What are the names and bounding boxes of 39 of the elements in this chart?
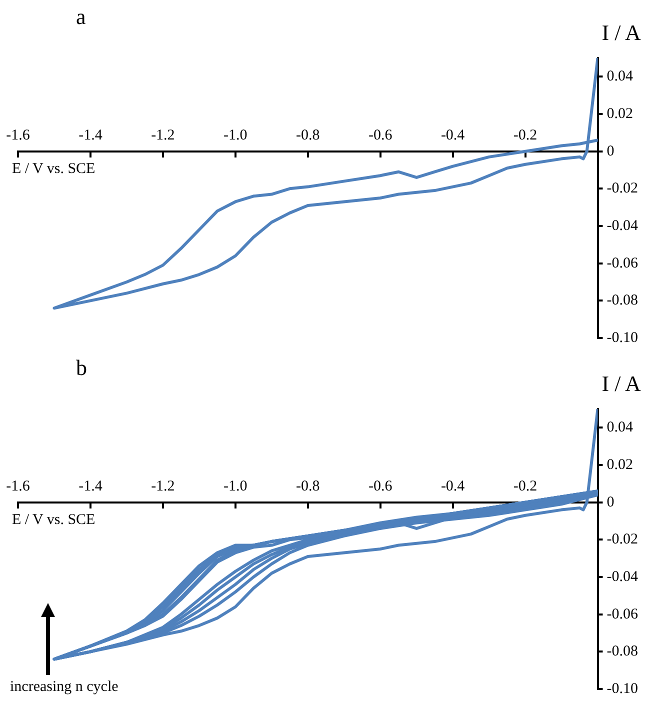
x-tick-label: -1.2 (151, 127, 175, 144)
y-axis-title: I / A (602, 371, 641, 397)
y-tick-label: 0.02 (606, 106, 634, 122)
y-tick-label: 0.04 (606, 420, 634, 436)
x-tick-label: -0.8 (296, 127, 320, 144)
x-tick-label: -1.0 (224, 478, 248, 494)
annotation: increasing n cycle (10, 679, 118, 696)
x-tick-label: -1.6 (6, 127, 30, 144)
x-tick-label: -1.4 (78, 127, 103, 144)
chart-title: b (76, 355, 87, 381)
y-tick-label: 0.04 (606, 68, 634, 85)
y-tick-label: -0.04 (606, 218, 638, 234)
y-tick-label: -0.08 (606, 644, 638, 660)
x-tick-label: -1.0 (224, 127, 248, 144)
y-tick-label: 0 (606, 143, 614, 160)
x-tick-label: -0.4 (440, 127, 466, 144)
x-tick-label: -0.8 (296, 478, 320, 494)
x-axis-title: E / V vs. SCE (12, 161, 96, 178)
x-tick-label: -1.6 (6, 478, 30, 494)
y-tick-label: -0.06 (606, 255, 638, 272)
y-tick-label: -0.06 (606, 606, 638, 622)
y-tick-label: 0 (606, 494, 614, 510)
y-tick-label: -0.10 (606, 330, 638, 346)
x-tick-label: -0.6 (368, 478, 393, 494)
x-tick-label: -0.4 (440, 478, 466, 494)
x-tick-label: -1.2 (151, 478, 175, 494)
y-tick-label: -0.02 (606, 532, 638, 548)
y-tick-label: -0.02 (606, 180, 638, 197)
x-tick-label: -0.6 (368, 127, 393, 144)
y-tick-label: -0.08 (606, 292, 638, 309)
chart-title: a (76, 4, 86, 30)
y-tick-label: 0.02 (606, 456, 634, 473)
x-tick-label: -0.2 (513, 478, 538, 494)
x-tick-label: -1.4 (78, 478, 103, 494)
x-axis-title: E / V vs. SCE (12, 512, 96, 530)
y-axis-title: I / A (602, 20, 641, 46)
x-tick-label: -0.2 (513, 127, 538, 144)
y-tick-label: -0.04 (606, 568, 638, 585)
y-tick-label: -0.10 (606, 680, 638, 697)
